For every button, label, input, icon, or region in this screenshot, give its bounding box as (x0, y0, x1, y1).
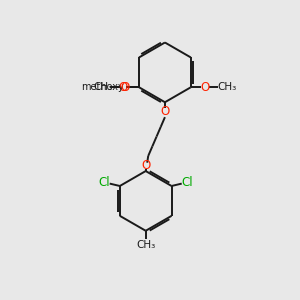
Text: methoxy: methoxy (81, 82, 124, 92)
Text: CH₃: CH₃ (217, 82, 236, 92)
Text: O: O (141, 159, 150, 172)
Text: O: O (200, 81, 210, 94)
Text: Cl: Cl (181, 176, 193, 189)
Text: CH₃: CH₃ (94, 82, 113, 92)
Text: O: O (118, 81, 127, 94)
Text: O: O (120, 81, 129, 94)
Text: CH₃: CH₃ (136, 240, 155, 250)
Text: O: O (160, 105, 170, 118)
Text: Cl: Cl (98, 176, 110, 189)
